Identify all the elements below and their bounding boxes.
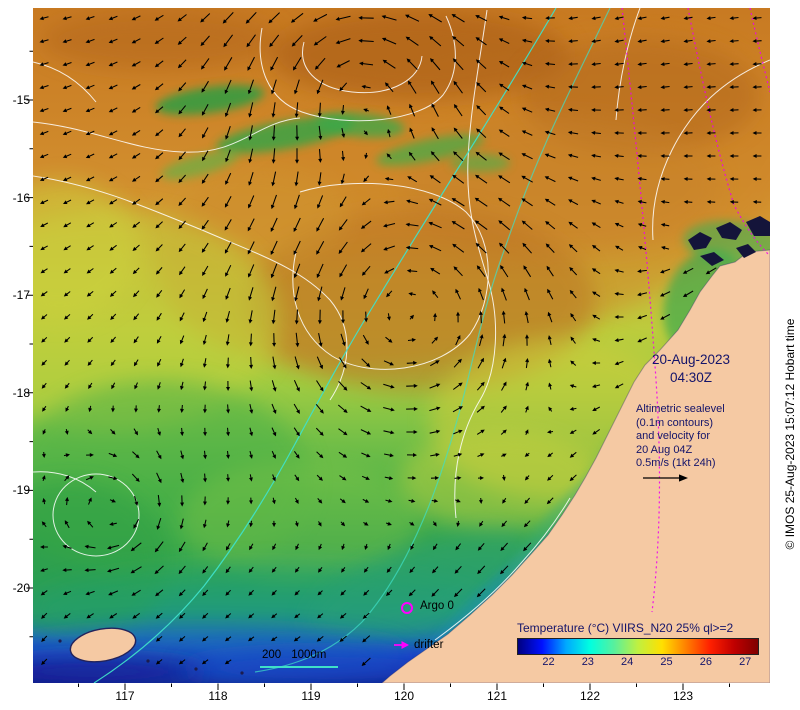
y-axis-label: -19 xyxy=(12,483,30,498)
x-axis-label: 122 xyxy=(579,689,601,703)
colorbar-tick-label: 22 xyxy=(542,656,555,668)
date-annotation: 20-Aug-2023 04:30Z xyxy=(630,351,752,387)
axis-ticks xyxy=(26,50,730,690)
temperature-colorbar xyxy=(517,638,759,655)
satellite-swath-lines xyxy=(621,8,770,613)
time-text: 04:30Z xyxy=(669,370,713,385)
altimetry-note-line: 0.5m/s (1kt 24h) xyxy=(636,457,716,469)
x-axis-label: 123 xyxy=(672,689,694,703)
isobath-lines xyxy=(93,8,611,683)
x-axis-label: 117 xyxy=(115,689,135,703)
velocity-scale-arrow xyxy=(643,474,688,482)
colorbar-tick-label: 26 xyxy=(699,656,712,668)
altimetry-note-line: (0.1m contours) xyxy=(636,416,714,429)
colorbar-title: Temperature (°C) VIIRS_N20 25% ql>=2 xyxy=(517,621,734,635)
x-axis-label: 118 xyxy=(208,689,228,703)
argo-marker-icon xyxy=(401,602,413,614)
y-axis-label: -17 xyxy=(12,288,30,303)
colorbar-tick-label: 27 xyxy=(739,656,752,668)
colorbar-tick-label: 25 xyxy=(660,656,673,668)
drifter-label: drifter xyxy=(414,639,444,651)
sealevel-contours xyxy=(33,8,770,641)
y-axis-label: -15 xyxy=(12,93,30,107)
altimetry-note-line: 20 Aug 04Z xyxy=(636,443,693,456)
y-axis-label: -18 xyxy=(12,385,30,400)
x-axis-label: 119 xyxy=(301,689,321,703)
land-region xyxy=(58,216,770,683)
colorbar-tick-label: 23 xyxy=(581,656,594,668)
argo-label: Argo 0 xyxy=(420,600,454,612)
altimetry-note-line: Altimetric sealevel xyxy=(636,403,725,415)
date-text: 20-Aug-2023 xyxy=(651,352,731,367)
velocity-vectors xyxy=(39,11,762,666)
colorbar-tick-label: 24 xyxy=(621,656,634,668)
y-axis-label: -20 xyxy=(12,581,30,595)
isobath-legend-label: 200 1000m xyxy=(262,649,336,661)
x-axis-label: 120 xyxy=(393,689,415,703)
credit-text: © IMOS 25-Aug-2023 15:07:12 Hobart time xyxy=(783,318,797,550)
altimetry-note-line: and velocity for xyxy=(636,430,710,442)
drifter-marker-icon xyxy=(394,641,409,649)
x-axis-label: 121 xyxy=(486,689,508,703)
altimetry-note: Altimetric sealevel (0.1m contours) and ve… xyxy=(636,403,762,471)
y-axis-label: -16 xyxy=(12,190,30,205)
isobath-legend-text: 1000m xyxy=(291,649,327,661)
isobath-legend-line xyxy=(260,666,338,668)
isobath-legend-text: 200 xyxy=(262,649,282,661)
